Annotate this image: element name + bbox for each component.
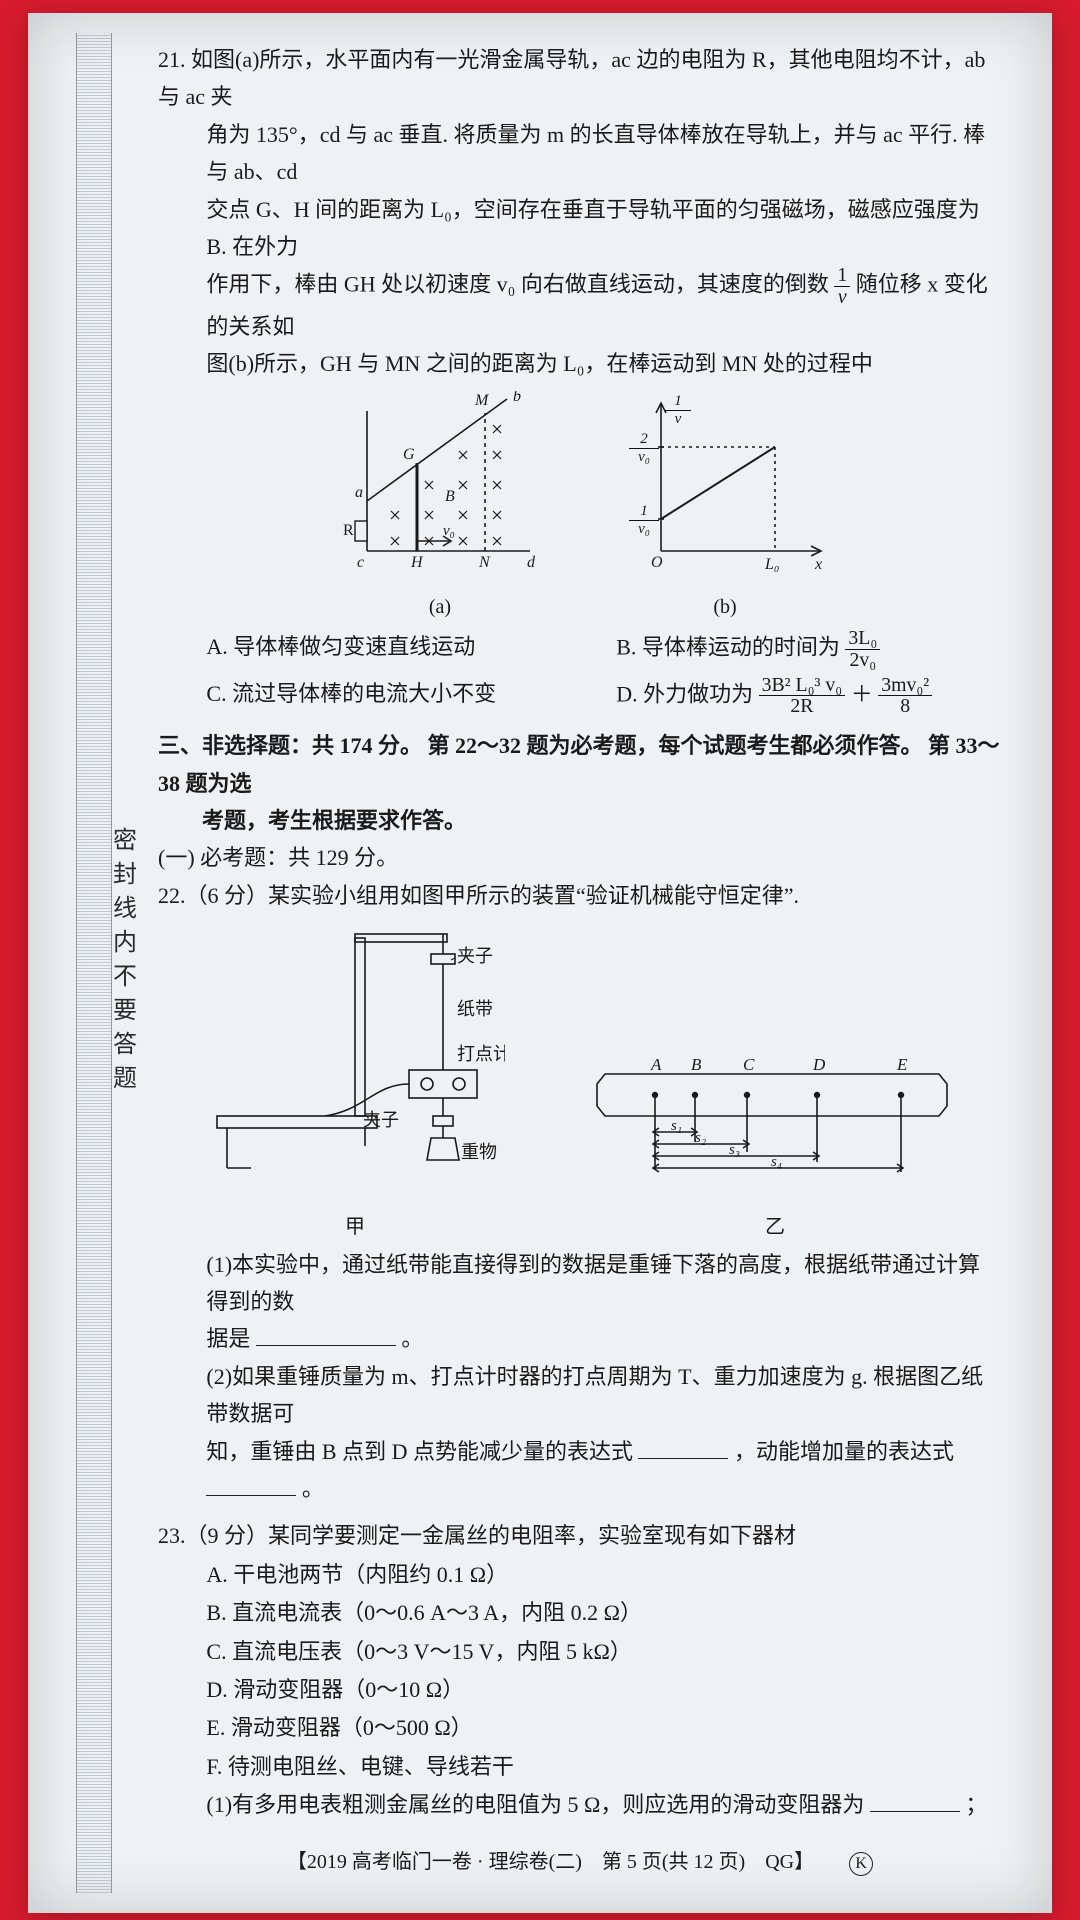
svg-text:b: b (513, 391, 521, 405)
svg-text:s₂: s₂ (695, 1130, 706, 1146)
q23-item-B: B. 直流电流表（0～0.6 A～3 A，内阻 0.2 Ω） (206, 1594, 1002, 1631)
section3-line1: 三、非选择题：共 174 分。 第 22～32 题为必考题，每个试题考生都必须作… (158, 727, 1002, 802)
q21-figure-a: R a c G H M N b d B v₀ (a) (325, 391, 555, 624)
q21-line1: 如图(a)所示，水平面内有一光滑金属导轨，ac 边的电阻为 R，其他电阻均不计，… (158, 47, 985, 109)
svg-text:s₃: s₃ (729, 1142, 740, 1158)
q21-choices: A. 导体棒做匀变速直线运动 B. 导体棒运动的时间为 3L₀2v₀ C. 流过… (158, 628, 1002, 717)
svg-text:夹子: 夹子 (457, 946, 493, 966)
section3-sub: (一) 必考题：共 129 分。 (158, 839, 1002, 876)
binding-margin: 密封线内不要答题 (44, 33, 144, 1893)
svg-text:d: d (527, 554, 536, 571)
svg-text:纸带: 纸带 (457, 999, 493, 1019)
page-footer: 【2019 高考临门一卷 · 理综卷(二) 第 5 页(共 12 页) QG】 … (158, 1845, 1002, 1879)
q23-item-F: F. 待测电阻丝、电键、导线若干 (206, 1748, 1002, 1785)
footer-text: 【2019 高考临门一卷 · 理综卷(二) 第 5 页(共 12 页) QG】 (287, 1851, 814, 1873)
q21-line4: 作用下，棒由 GH 处以初速度 v₀ 向右做直线运动，其速度的倒数 1v 随位移… (158, 265, 1002, 345)
q22-line: 22.（6 分）某实验小组用如图甲所示的装置“验证机械能守恒定律”. (158, 877, 1002, 914)
q22-figure-jia: 夹子 纸带 打点计时器 夹子 重物 甲 (205, 920, 505, 1243)
q22-sub2-l2: 知，重锤由 B 点到 D 点势能减少量的表达式 ，动能增加量的表达式 。 (158, 1433, 1002, 1508)
svg-text:E: E (896, 1055, 908, 1074)
q22-figures: 夹子 纸带 打点计时器 夹子 重物 甲 (158, 920, 1002, 1243)
svg-text:D: D (812, 1055, 826, 1074)
svg-text:c: c (357, 554, 364, 571)
q22-figure-yi: A B C D E s₁ s₂ s₃ s₄ 乙 (595, 1050, 955, 1243)
svg-text:A: A (650, 1055, 662, 1074)
svg-text:x: x (814, 556, 822, 573)
blank-field[interactable] (256, 1322, 396, 1346)
paper-page: 密封线内不要答题 21. 如图(a)所示，水平面内有一光滑金属导轨，ac 边的电… (28, 13, 1052, 1913)
margin-vertical-text: 密封线内不要答题 (102, 33, 142, 1893)
q21-line3: 交点 G、H 间的距离为 L₀，空间存在垂直于导轨平面的匀强磁场，磁感应强度为 … (158, 191, 1002, 266)
q21-figures: R a c G H M N b d B v₀ (a) (158, 391, 1002, 624)
q23-sub1: (1)有多用电表粗测金属丝的电阻值为 5 Ω，则应选用的滑动变阻器为 ； (206, 1786, 1002, 1823)
svg-text:a: a (355, 484, 363, 501)
q23-item-C: C. 直流电压表（0～3 V～15 V，内阻 5 kΩ） (206, 1633, 1002, 1670)
q23-item-D: D. 滑动变阻器（0～10 Ω） (206, 1671, 1002, 1708)
q23-items: A. 干电池两节（内阻约 0.1 Ω） B. 直流电流表（0～0.6 A～3 A… (158, 1556, 1002, 1824)
svg-text:s₁: s₁ (671, 1118, 682, 1134)
q21-line5: 图(b)所示，GH 与 MN 之间的距离为 L₀，在棒运动到 MN 处的过程中 (158, 345, 1002, 382)
edition-mark: K (849, 1852, 873, 1876)
svg-text:重物: 重物 (461, 1142, 497, 1162)
svg-text:O: O (651, 554, 663, 571)
q21-figure-b: 1v 2v₀ 1v₀ (615, 391, 835, 624)
q21-choice-C: C. 流过导体棒的电流大小不变 (206, 675, 592, 718)
q21-choice-A: A. 导体棒做匀变速直线运动 (206, 628, 592, 671)
svg-text:L₀: L₀ (764, 556, 779, 573)
question-23: 23.（9 分）某同学要测定一金属丝的电阻率，实验室现有如下器材 A. 干电池两… (158, 1517, 1002, 1823)
surface-bottom (0, 1913, 1080, 1920)
svg-text:M: M (474, 392, 490, 409)
svg-text:G: G (403, 446, 415, 463)
blank-field[interactable] (206, 1472, 296, 1496)
q21-frac-1v: 1v (834, 265, 850, 308)
q22-sub1-l1: (1)本实验中，通过纸带能直接得到的数据是重锤下落的高度，根据纸带通过计算得到的… (158, 1246, 1002, 1321)
q21-choice-D: D. 外力做功为 3B² L₀³ v₀2R ＋ 3mv₀²8 (616, 675, 1002, 718)
q23-item-E: E. 滑动变阻器（0～500 Ω） (206, 1709, 1002, 1746)
q22-yi-caption: 乙 (595, 1210, 955, 1244)
q21-choice-B: B. 导体棒运动的时间为 3L₀2v₀ (616, 628, 1002, 671)
svg-text:C: C (743, 1055, 755, 1074)
q21-number: 21. (158, 47, 186, 72)
svg-text:H: H (410, 554, 424, 571)
svg-text:B: B (691, 1055, 702, 1074)
q21-line2: 角为 135°，cd 与 ac 垂直. 将质量为 m 的长直导体棒放在导轨上，并… (158, 116, 1002, 191)
svg-text:v₀: v₀ (443, 523, 455, 539)
q21-figb-caption: (b) (615, 590, 835, 624)
content: 21. 如图(a)所示，水平面内有一光滑金属导轨，ac 边的电阻为 R，其他电阻… (158, 41, 1002, 1879)
blank-field[interactable] (870, 1788, 960, 1812)
q22-sub2-l1: (2)如果重锤质量为 m、打点计时器的打点周期为 T、重力加速度为 g. 根据图… (158, 1358, 1002, 1433)
svg-text:N: N (478, 554, 491, 571)
question-22: 22.（6 分）某实验小组用如图甲所示的装置“验证机械能守恒定律”. (158, 877, 1002, 1508)
margin-chars: 密封线内不要答题 (105, 827, 140, 1099)
svg-text:s₄: s₄ (771, 1154, 782, 1170)
question-21: 21. 如图(a)所示，水平面内有一光滑金属导轨，ac 边的电阻为 R，其他电阻… (158, 41, 1002, 717)
section3-line2: 考题，考生根据要求作答。 (158, 802, 1002, 839)
q22-sub1-l2: 据是 。 (158, 1320, 1002, 1357)
svg-text:B: B (445, 488, 455, 505)
surface-top (0, 0, 1080, 13)
blank-field[interactable] (638, 1434, 728, 1458)
q21-figa-caption: (a) (325, 590, 555, 624)
q23-line: 23.（9 分）某同学要测定一金属丝的电阻率，实验室现有如下器材 (158, 1517, 1002, 1554)
svg-text:R: R (343, 522, 354, 539)
q22-jia-caption: 甲 (205, 1210, 505, 1244)
q23-item-A: A. 干电池两节（内阻约 0.1 Ω） (206, 1556, 1002, 1593)
svg-text:打点计时器: 打点计时器 (457, 1044, 505, 1064)
svg-text:夹子: 夹子 (363, 1110, 399, 1130)
